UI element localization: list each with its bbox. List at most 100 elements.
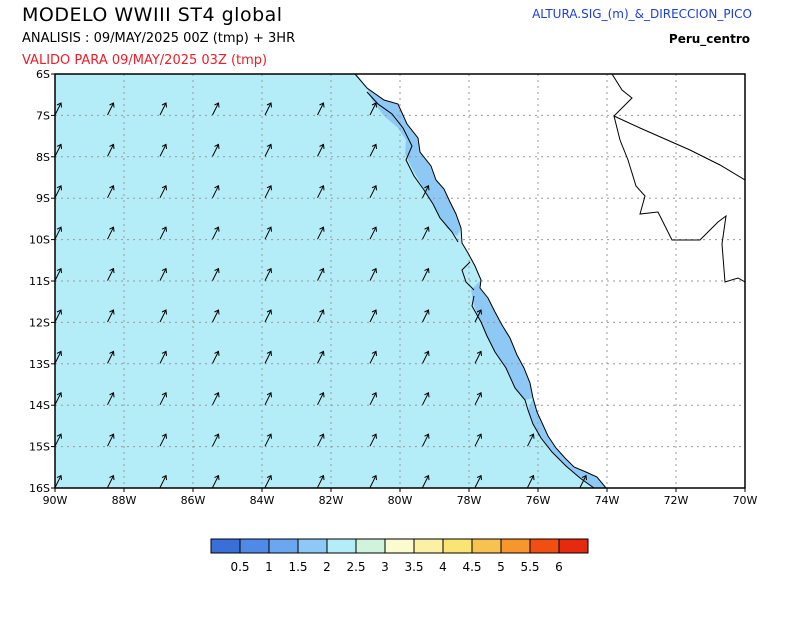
coastline-inner	[366, 91, 595, 488]
direction-arrow	[527, 474, 535, 488]
direction-arrow	[264, 433, 272, 447]
direction-arrow	[212, 226, 220, 240]
direction-arrow	[107, 309, 115, 323]
lat-label: 8S	[36, 151, 50, 164]
direction-arrow	[422, 267, 430, 281]
colorbar-label: 5.5	[520, 560, 539, 574]
colorbar-segment	[210, 538, 241, 554]
direction-arrow	[212, 392, 220, 406]
colorbar	[210, 538, 589, 554]
map-grid	[55, 74, 745, 488]
direction-arrow	[55, 392, 62, 406]
direction-arrow	[212, 102, 220, 116]
latitude-labels: 6S 7S 8S 9S 10S 11S 12S 13S 14S 15S 16S	[29, 68, 50, 495]
direction-arrow	[160, 517, 167, 529]
direction-arrow	[212, 267, 220, 281]
direction-arrow	[107, 474, 115, 488]
lat-label: 14S	[29, 399, 50, 412]
direction-arrow	[317, 102, 325, 116]
direction-arrow	[474, 433, 482, 447]
direction-arrow	[107, 143, 115, 157]
direction-arrow	[212, 474, 220, 488]
direction-arrow	[317, 474, 325, 488]
direction-arrow	[264, 226, 272, 240]
direction-arrow	[317, 226, 325, 240]
direction-arrow	[369, 185, 377, 199]
lon-label: 82W	[319, 494, 344, 507]
lon-label: 72W	[664, 494, 689, 507]
direction-arrow	[370, 517, 377, 529]
direction-arrow	[527, 433, 535, 447]
direction-arrow	[159, 350, 167, 364]
direction-arrow	[107, 102, 115, 116]
axis-ticks	[51, 73, 746, 492]
direction-arrow	[107, 392, 115, 406]
colorbar-label: 4	[439, 560, 447, 574]
direction-arrow	[212, 185, 220, 199]
direction-arrow	[579, 474, 587, 488]
colorbar-label: 2.5	[346, 560, 365, 574]
lon-label: 76W	[526, 494, 551, 507]
colorbar-segment	[558, 538, 589, 554]
direction-arrow	[317, 350, 325, 364]
colorbar-segment	[471, 538, 502, 554]
lat-label: 9S	[36, 192, 50, 205]
direction-arrow	[159, 309, 167, 323]
direction-arrow	[369, 226, 377, 240]
direction-arrow	[422, 185, 430, 199]
direction-arrow	[318, 517, 325, 529]
valid-time: VALIDO PARA 09/MAY/2025 03Z (tmp)	[22, 53, 268, 68]
lat-label: 16S	[29, 482, 50, 495]
direction-arrow	[55, 143, 62, 157]
direction-arrow	[423, 517, 430, 529]
direction-arrow	[580, 517, 587, 529]
direction-arrow	[212, 433, 220, 447]
direction-arrow	[159, 392, 167, 406]
lon-label: 70W	[733, 494, 758, 507]
direction-arrow	[264, 143, 272, 157]
direction-arrow	[422, 350, 430, 364]
direction-arrow	[422, 392, 430, 406]
direction-arrow	[107, 226, 115, 240]
direction-arrow	[159, 102, 167, 116]
direction-arrow	[159, 474, 167, 488]
colorbar-segment	[384, 538, 415, 554]
direction-arrow	[474, 474, 482, 488]
direction-arrow	[474, 350, 482, 364]
longitude-labels: 90W 88W 86W 84W 82W 80W 78W 76W 74W 72W 70W	[43, 494, 758, 507]
direction-arrow	[55, 309, 62, 323]
coastal-band-2	[471, 280, 533, 400]
colorbar-label: 4.5	[462, 560, 481, 574]
colorbar-segment	[268, 538, 299, 554]
colorbar-segment	[500, 538, 531, 554]
lat-label: 13S	[29, 358, 50, 371]
direction-arrow	[264, 267, 272, 281]
direction-arrow	[265, 517, 272, 529]
colorbar-segment	[442, 538, 473, 554]
direction-arrow	[264, 102, 272, 116]
direction-arrow	[108, 517, 115, 529]
direction-arrow	[107, 267, 115, 281]
direction-arrow	[317, 143, 325, 157]
direction-arrow	[159, 185, 167, 199]
direction-arrow	[159, 433, 167, 447]
coastline	[354, 74, 607, 488]
direction-arrow	[528, 517, 535, 529]
direction-arrow	[55, 102, 62, 116]
direction-arrow	[264, 474, 272, 488]
colorbar-label: 1.5	[288, 560, 307, 574]
direction-arrow	[474, 309, 482, 323]
direction-arrow	[317, 392, 325, 406]
colorbar-label: 0.5	[230, 560, 249, 574]
direction-arrow	[369, 392, 377, 406]
direction-arrow	[369, 350, 377, 364]
direction-arrow	[107, 185, 115, 199]
colorbar-label: 5	[497, 560, 505, 574]
direction-arrow	[317, 433, 325, 447]
variable-name: ALTURA.SIG_(m)_&_DIRECCION_PICO	[532, 7, 752, 21]
direction-arrow	[369, 267, 377, 281]
lon-label: 80W	[388, 494, 413, 507]
direction-arrow	[369, 102, 377, 116]
model-title: MODELO WWIII ST4 global	[22, 4, 283, 26]
direction-arrow	[369, 433, 377, 447]
